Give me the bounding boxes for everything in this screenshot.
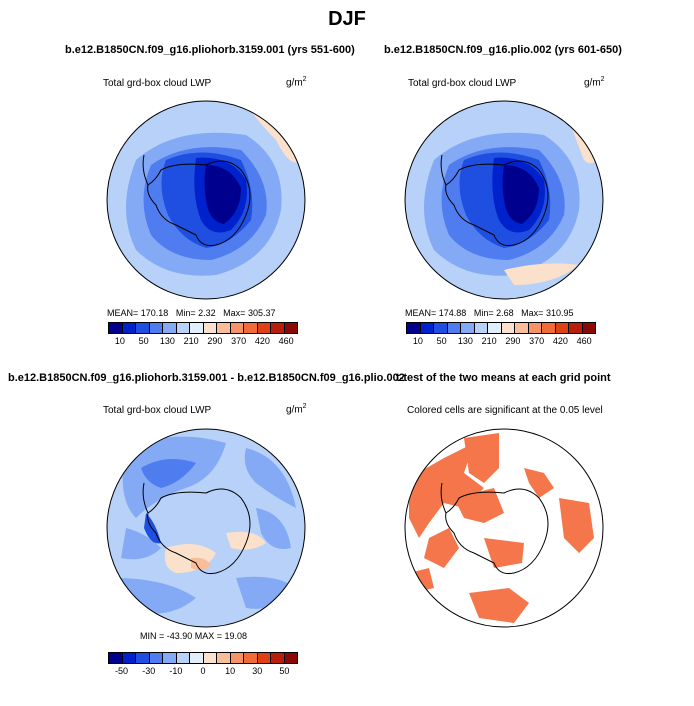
panel-1-units: g/m2 (286, 76, 307, 89)
colorbar-swatch (190, 653, 204, 663)
panel-4-map (404, 428, 604, 628)
colorbar-swatch (284, 653, 297, 663)
colorbar-swatch (230, 653, 244, 663)
colorbar-swatch (230, 323, 244, 333)
panel-3-stats: MIN = -43.90 MAX = 19.08 (140, 631, 248, 641)
colorbar-tick-label: 50 (138, 336, 149, 346)
colorbar-swatch (149, 653, 163, 663)
colorbar-swatch (122, 323, 136, 333)
panel-2-title: b.e12.B1850CN.f09_g16.plio.002 (yrs 601-… (384, 44, 622, 56)
colorbar-tick-label: -10 (169, 666, 183, 676)
colorbar-swatch (257, 323, 271, 333)
colorbar-tick-label: 130 (457, 336, 473, 346)
colorbar-swatch (190, 323, 204, 333)
colorbar-swatch (542, 323, 556, 333)
colorbar-swatch (420, 323, 434, 333)
colorbar-swatch (149, 323, 163, 333)
colorbar-tick-label: 370 (529, 336, 545, 346)
panel-2-map (404, 100, 604, 300)
colorbar-tick-label: 30 (252, 666, 263, 676)
panel-2-units: g/m2 (584, 76, 605, 89)
colorbar-swatch (257, 653, 271, 663)
colorbar-swatch (474, 323, 488, 333)
colorbar-tick-label: 50 (279, 666, 290, 676)
colorbar-swatch (582, 323, 595, 333)
colorbar-tick-label: 0 (200, 666, 206, 676)
colorbar-tick-label: 210 (183, 336, 199, 346)
colorbar-swatch (109, 653, 123, 663)
colorbar-tick-label: 10 (114, 336, 125, 346)
colorbar-swatch (163, 323, 177, 333)
figure-title: DJF (328, 8, 366, 30)
colorbar-swatch (528, 323, 542, 333)
panel-1-stats: MEAN= 170.18 Min= 2.32 Max= 305.37 (107, 308, 276, 318)
colorbar-tick-label: 420 (254, 336, 270, 346)
colorbar-tick-label: 130 (159, 336, 175, 346)
panel-3-variable-label: Total grd-box cloud LWP (103, 405, 212, 416)
colorbar-swatch (122, 653, 136, 663)
panel-1-colorbar-labels: 10 50 130 210 290 370 420 460 (108, 336, 298, 348)
panel-2-variable-label: Total grd-box cloud LWP (408, 78, 517, 89)
colorbar-swatch (217, 653, 231, 663)
colorbar-swatch (217, 323, 231, 333)
panel-2-colorbar-labels: 10 50 130 210 290 370 420 460 (406, 336, 596, 348)
colorbar-swatch (447, 323, 461, 333)
panel-1-map (106, 100, 306, 300)
colorbar-tick-label: 460 (278, 336, 294, 346)
colorbar-swatch (434, 323, 448, 333)
colorbar-swatch (136, 653, 150, 663)
panel-1-title: b.e12.B1850CN.f09_g16.pliohorb.3159.001 … (65, 44, 355, 56)
colorbar-swatch (271, 653, 285, 663)
colorbar-swatch (488, 323, 502, 333)
colorbar-swatch (271, 323, 285, 333)
colorbar-tick-label: -50 (115, 666, 129, 676)
colorbar-swatch (176, 323, 190, 333)
colorbar-swatch (203, 323, 217, 333)
colorbar-tick-label: 10 (412, 336, 423, 346)
panel-4-title: t-test of the two means at each grid poi… (396, 372, 611, 384)
colorbar-swatch (176, 653, 190, 663)
panel-3-title: b.e12.B1850CN.f09_g16.pliohorb.3159.001 … (8, 372, 405, 384)
panel-1-colorbar (108, 322, 298, 334)
panel-3-colorbar-labels: -50 -30 -10 0 10 30 50 (108, 666, 298, 678)
panel-2-stats: MEAN= 174.88 Min= 2.68 Max= 310.95 (405, 308, 574, 318)
panel-3-units: g/m2 (286, 403, 307, 416)
colorbar-swatch (244, 653, 258, 663)
colorbar-swatch (109, 323, 123, 333)
colorbar-swatch (163, 653, 177, 663)
colorbar-swatch (461, 323, 475, 333)
colorbar-swatch (407, 323, 421, 333)
panel-1-variable-label: Total grd-box cloud LWP (103, 78, 212, 89)
colorbar-tick-label: 420 (552, 336, 568, 346)
colorbar-tick-label: 210 (481, 336, 497, 346)
colorbar-tick-label: -30 (142, 666, 156, 676)
colorbar-swatch (203, 653, 217, 663)
colorbar-tick-label: 50 (436, 336, 447, 346)
colorbar-tick-label: 290 (207, 336, 223, 346)
colorbar-swatch (244, 323, 258, 333)
colorbar-swatch (136, 323, 150, 333)
colorbar-swatch (569, 323, 583, 333)
colorbar-tick-label: 460 (576, 336, 592, 346)
colorbar-tick-label: 290 (505, 336, 521, 346)
colorbar-tick-label: 10 (225, 666, 236, 676)
panel-3-map (106, 428, 306, 628)
colorbar-swatch (515, 323, 529, 333)
panel-4-subtitle: Colored cells are significant at the 0.0… (407, 405, 603, 416)
panel-2-colorbar (406, 322, 596, 334)
colorbar-swatch (284, 323, 297, 333)
colorbar-swatch (501, 323, 515, 333)
colorbar-tick-label: 370 (231, 336, 247, 346)
colorbar-swatch (555, 323, 569, 333)
panel-3-colorbar (108, 652, 298, 664)
